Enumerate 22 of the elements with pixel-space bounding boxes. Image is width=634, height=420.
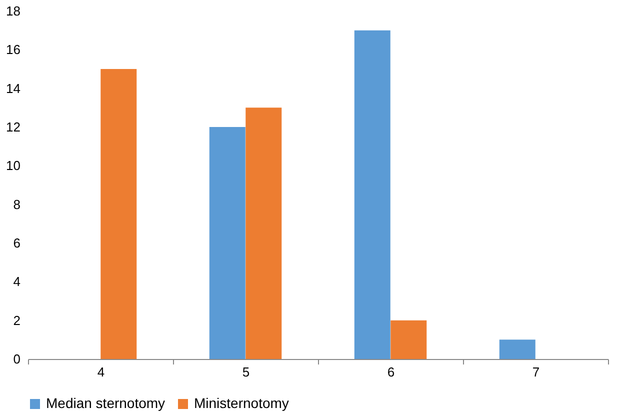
bar	[390, 320, 427, 359]
legend-label: Ministernotomy	[194, 395, 289, 411]
bar	[100, 69, 137, 359]
y-tick-label: 16	[6, 42, 20, 58]
y-tick-label: 8	[13, 196, 20, 212]
x-tick-label: 7	[532, 364, 540, 380]
legend-label: Median sternotomy	[46, 395, 166, 411]
y-tick-label: 0	[13, 352, 20, 366]
y-tick-label: 4	[13, 274, 20, 290]
y-tick-label: 2	[13, 312, 20, 328]
y-tick-label: 12	[6, 120, 20, 134]
y-tick-label: 10	[6, 158, 20, 174]
bar	[499, 340, 536, 359]
x-tick-label: 6	[387, 364, 395, 380]
y-tick-label: 18	[6, 4, 20, 18]
bar	[354, 30, 390, 359]
x-tick-label: 5	[242, 364, 250, 380]
bar	[209, 127, 246, 359]
bar	[246, 108, 282, 359]
y-tick-label: 14	[6, 80, 20, 96]
y-tick-label: 6	[13, 236, 20, 250]
x-tick-label: 4	[97, 364, 105, 380]
